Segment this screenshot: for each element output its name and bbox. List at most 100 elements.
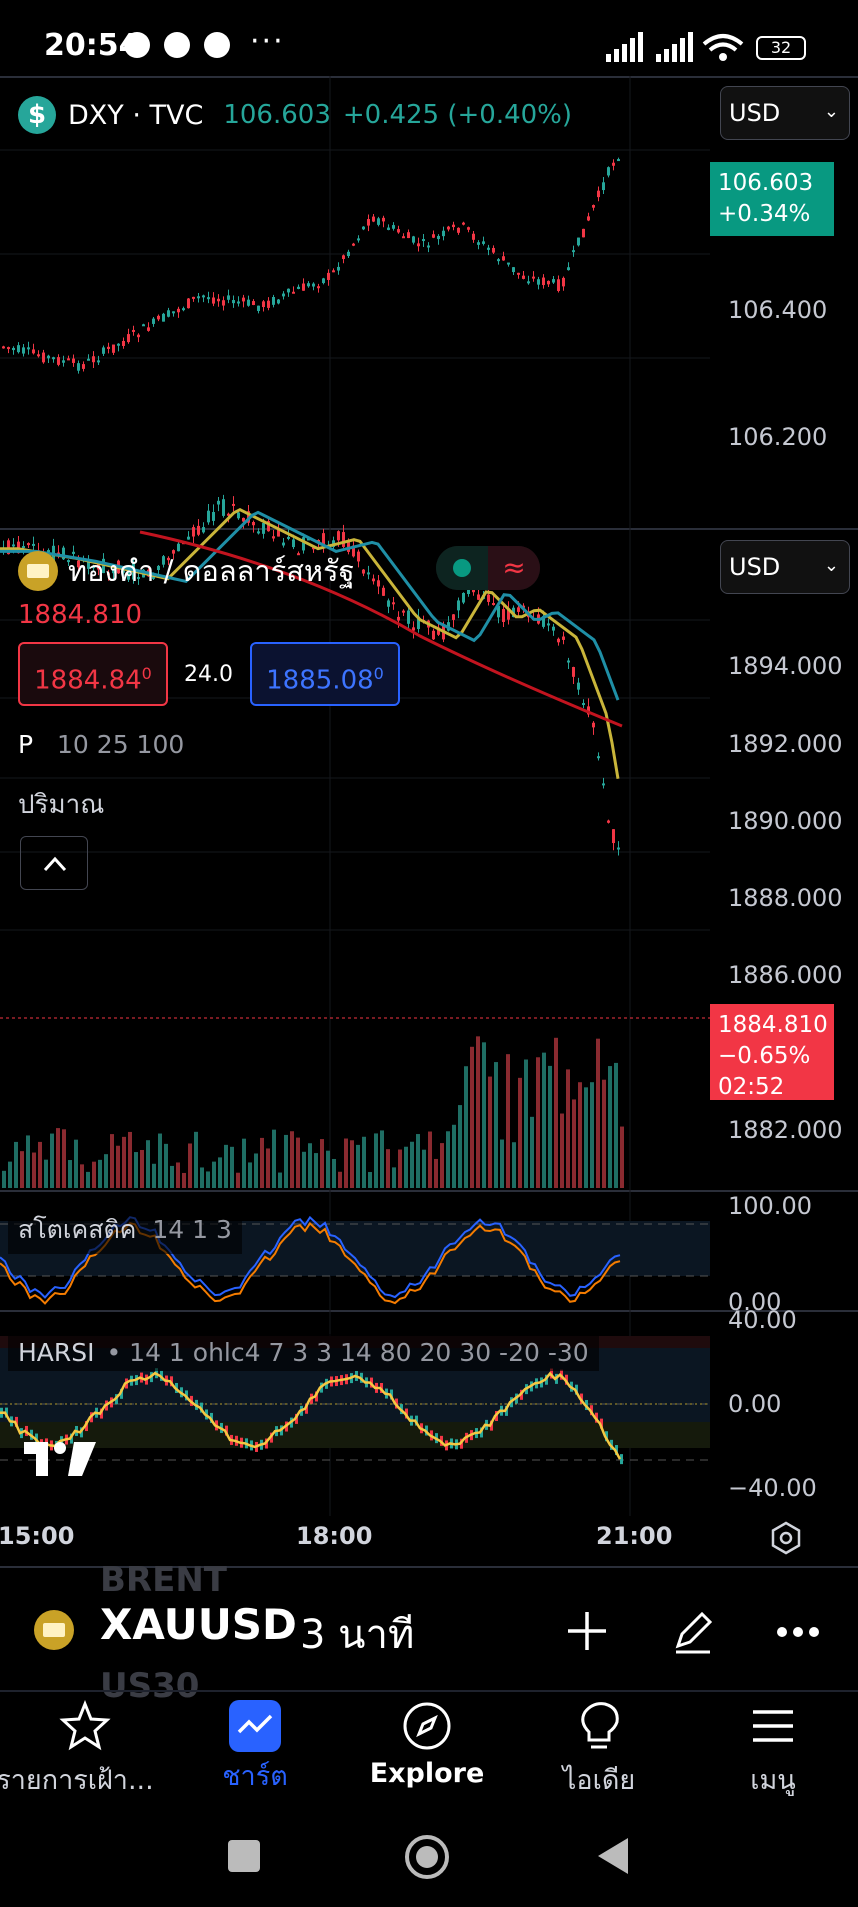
- market-status-toggle[interactable]: ≈: [436, 546, 540, 590]
- nav-menu[interactable]: เมนู: [698, 1700, 848, 1801]
- gold-candle: [122, 568, 125, 573]
- nav-ideas[interactable]: ไอเดีย: [524, 1700, 674, 1801]
- dxy-candle: [287, 288, 290, 293]
- volume-bar: [248, 1162, 252, 1188]
- gold-candle: [377, 580, 380, 587]
- dxy-candle: [137, 334, 140, 338]
- gold-candle: [277, 529, 280, 537]
- dxy-candle: [202, 295, 205, 298]
- ma-legend[interactable]: P 10 25 100: [18, 730, 184, 759]
- volume-bar: [464, 1066, 468, 1188]
- more-options-icon[interactable]: [776, 1626, 820, 1638]
- volume-bar: [338, 1171, 342, 1188]
- stoch-legend[interactable]: สโตเคสติค 14 1 3: [8, 1206, 242, 1254]
- volume-bar: [416, 1134, 420, 1188]
- pane-separator[interactable]: [0, 1310, 858, 1312]
- harsi-candle: [5, 1407, 8, 1418]
- dxy-candle: [32, 349, 35, 354]
- volume-bar: [422, 1149, 426, 1188]
- chart-settings-icon[interactable]: [768, 1520, 804, 1556]
- volume-bar: [62, 1129, 66, 1188]
- dxy-candle: [117, 343, 120, 346]
- battery-indicator: 32: [756, 36, 806, 60]
- delayed-data-icon: ≈: [488, 546, 540, 590]
- dxy-change: +0.425 (+0.40%): [342, 100, 573, 130]
- dxy-candle: [352, 243, 355, 246]
- dxy-candle: [437, 235, 440, 240]
- tradingview-logo-icon[interactable]: [24, 1442, 96, 1476]
- harsi-legend[interactable]: HARSI • 14 1 ohlc4 7 3 3 14 80 20 30 -20…: [8, 1334, 599, 1371]
- gold-legend[interactable]: ทองคำ / ดอลลาร์สหรัฐ: [18, 548, 355, 594]
- pencil-icon[interactable]: [670, 1608, 716, 1654]
- harsi-candle: [15, 1416, 18, 1427]
- nav-watchlist[interactable]: รายการเฝ้า...: [0, 1699, 160, 1801]
- interval-button[interactable]: 3 นาที: [300, 1612, 415, 1658]
- dxy-candle: [387, 227, 390, 230]
- dxy-candle: [172, 311, 175, 314]
- gold-currency-dropdown[interactable]: USD ⌄: [720, 540, 850, 594]
- dxy-candle: [262, 301, 265, 308]
- dxy-currency-dropdown[interactable]: USD ⌄: [720, 86, 850, 140]
- prev-symbol-ghost[interactable]: BRENT: [100, 1560, 227, 1600]
- home-button[interactable]: [404, 1834, 450, 1880]
- pane-separator[interactable]: [0, 1190, 858, 1192]
- gold-candle: [437, 627, 440, 635]
- nav-label: ไอเดีย: [562, 1765, 636, 1796]
- gold-price-tag: 1884.810 −0.65% 02:52: [710, 1004, 834, 1100]
- dxy-candle: [12, 347, 15, 351]
- volume-bar: [380, 1130, 384, 1188]
- next-symbol-ghost[interactable]: US30: [100, 1666, 200, 1706]
- dxy-candle: [212, 297, 215, 304]
- volume-legend[interactable]: ปริมาณ: [18, 790, 105, 820]
- dxy-candle: [422, 239, 425, 242]
- gold-candle: [417, 616, 420, 630]
- ma-line-slow: [139, 530, 623, 728]
- gold-candle: [212, 512, 215, 521]
- dxy-candle: [177, 308, 180, 313]
- volume-bar: [602, 1079, 606, 1188]
- gold-candle: [432, 630, 435, 640]
- dxy-legend[interactable]: $ DXY · TVC 106.603 +0.425 (+0.40%): [18, 96, 572, 134]
- gold-candle: [462, 592, 465, 603]
- bid-price-pip: 0: [141, 664, 152, 683]
- nav-chart[interactable]: ชาร์ต: [180, 1700, 330, 1797]
- dxy-candle: [277, 299, 280, 304]
- dxy-candle: [507, 262, 510, 265]
- harsi-axis-label: 0.00: [728, 1390, 782, 1418]
- gold-bars-icon: [18, 551, 58, 591]
- volume-bar: [404, 1146, 408, 1188]
- sell-button[interactable]: 1884.840: [18, 642, 168, 706]
- dxy-candle: [597, 190, 600, 198]
- volume-bar: [32, 1152, 36, 1188]
- volume-bar: [116, 1145, 120, 1188]
- dxy-candle: [197, 296, 200, 299]
- dxy-candle: [52, 357, 55, 360]
- dxy-candle: [132, 329, 135, 332]
- gold-candle: [557, 638, 560, 643]
- gold-candle: [112, 570, 115, 574]
- buy-button[interactable]: 1885.080: [250, 642, 400, 706]
- plus-icon[interactable]: [566, 1610, 608, 1652]
- pane-separator[interactable]: [0, 528, 858, 530]
- gold-candle: [407, 610, 410, 624]
- gold-candle: [582, 703, 585, 706]
- volume-bar: [344, 1138, 348, 1188]
- dxy-candle: [452, 224, 455, 228]
- chevron-up-icon: [43, 856, 67, 872]
- collapse-legend-button[interactable]: [20, 836, 88, 890]
- symbol-search-button[interactable]: XAUUSD: [100, 1600, 297, 1649]
- gold-candle: [222, 499, 225, 516]
- volume-bar: [350, 1140, 354, 1188]
- gold-candle: [412, 627, 415, 631]
- gold-candle: [592, 722, 595, 728]
- harsi-axis-label: −40.00: [728, 1474, 817, 1502]
- back-button[interactable]: [596, 1836, 630, 1876]
- recent-apps-button[interactable]: [228, 1840, 260, 1872]
- gold-candle: [572, 667, 575, 677]
- pane-separator: [0, 76, 858, 78]
- gold-candle: [257, 531, 260, 534]
- gold-candle: [497, 605, 500, 618]
- gold-candle: [477, 594, 480, 600]
- nav-explore[interactable]: Explore: [352, 1700, 502, 1789]
- volume-bar: [278, 1172, 282, 1188]
